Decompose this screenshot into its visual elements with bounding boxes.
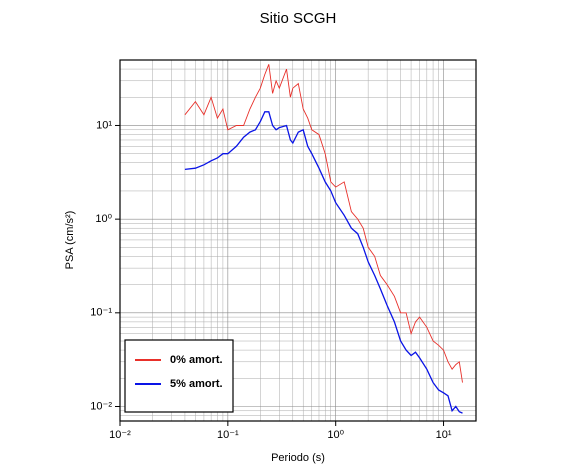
legend-box: [124, 339, 234, 413]
y-tick-label: 10⁻¹: [90, 307, 112, 319]
x-tick-label: 10⁻²: [109, 429, 131, 441]
y-tick-label: 10⁻²: [90, 400, 112, 412]
chart-title: Sitio SCGH: [260, 10, 337, 27]
y-axis-label: PSA (cm/s²): [64, 211, 76, 270]
y-tick-label: 10¹: [96, 119, 112, 131]
x-tick-label: 10¹: [436, 429, 452, 441]
x-tick-label: 10⁻¹: [217, 429, 239, 441]
series-line: [184, 64, 463, 383]
series-line: [184, 111, 463, 414]
x-tick-label: 10⁰: [327, 429, 344, 441]
x-axis-label: Periodo (s): [271, 452, 325, 464]
legend-label: 5% amort.: [170, 378, 223, 390]
y-tick-label: 10⁰: [95, 213, 112, 225]
legend-label: 0% amort.: [170, 354, 223, 366]
plot-frame: [119, 59, 477, 422]
